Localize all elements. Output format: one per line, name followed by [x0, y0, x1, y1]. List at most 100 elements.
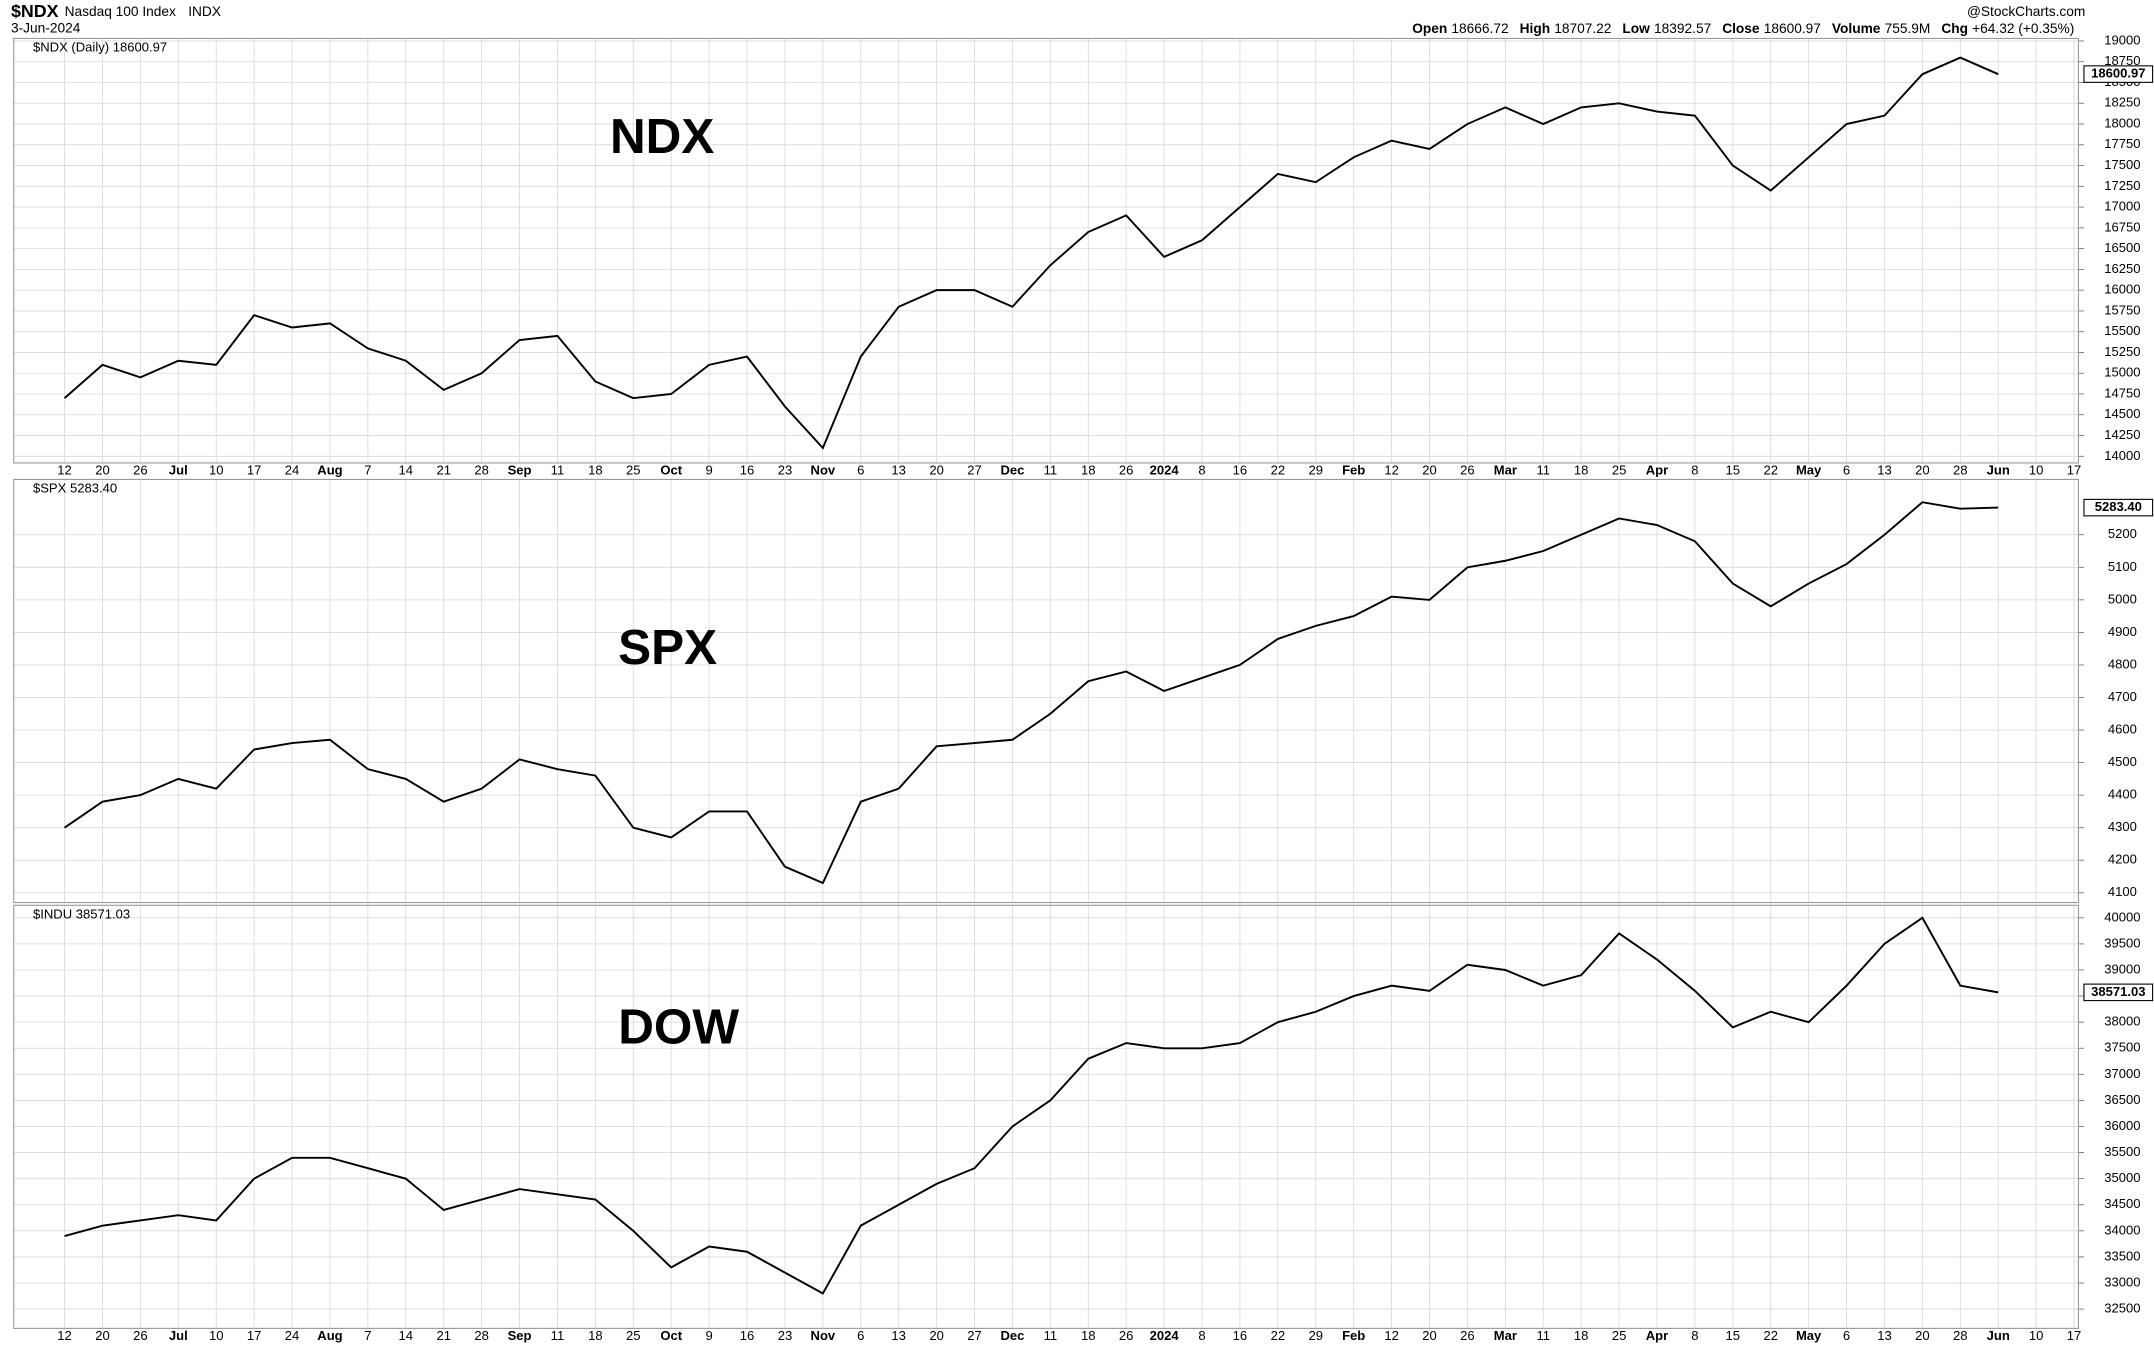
x-tick-label: Aug [317, 1328, 342, 1343]
quote-label: Volume [1832, 20, 1881, 35]
panel-title: $INDU 38571.03 [33, 906, 130, 921]
x-tick-label: 11 [1044, 1328, 1058, 1343]
index-name: Nasdaq 100 Index [65, 4, 176, 19]
quote-label: Close [1722, 20, 1760, 35]
x-tick-label: Sep [508, 1328, 532, 1343]
x-tick-label: 26 [133, 1328, 148, 1343]
x-tick-label: 27 [967, 463, 982, 478]
x-tick-label: 26 [1460, 463, 1475, 478]
y-tick-label: 34500 [2104, 1196, 2140, 1211]
x-tick-label: 12 [57, 1328, 72, 1343]
x-tick-label: Aug [317, 463, 342, 478]
y-tick-label: 37000 [2104, 1066, 2140, 1081]
x-tick-label: Mar [1494, 463, 1517, 478]
x-tick-label: May [1796, 463, 1822, 478]
y-tick-label: 4200 [2108, 852, 2137, 867]
x-tick-label: 14 [399, 1328, 414, 1343]
quote-value: 18707.22 [1554, 20, 1611, 35]
x-tick-label: 14 [399, 463, 414, 478]
y-tick-label: 15500 [2104, 323, 2140, 338]
y-tick-label: 40000 [2104, 909, 2140, 924]
x-tick-label: 2024 [1150, 463, 1180, 478]
x-tick-label: 20 [929, 463, 944, 478]
x-tick-label: 11 [551, 1328, 565, 1343]
y-tick-label: 17000 [2104, 199, 2140, 214]
y-tick-label: 14250 [2104, 427, 2140, 442]
y-tick-label: 4800 [2108, 656, 2137, 671]
x-tick-label: 15 [1726, 463, 1741, 478]
x-tick-label: 22 [1763, 1328, 1778, 1343]
exchange: INDX [188, 4, 221, 19]
x-tick-label: 6 [1843, 463, 1850, 478]
x-tick-label: 28 [1953, 463, 1968, 478]
quote-label: Chg [1941, 20, 1968, 35]
last-price-tag [2083, 983, 2154, 1002]
x-tick-label: 20 [929, 1328, 944, 1343]
y-tick-label: 4100 [2108, 884, 2137, 899]
x-tick-label: 23 [778, 1328, 793, 1343]
x-tick-label: 22 [1271, 1328, 1286, 1343]
y-tick-label: 33500 [2104, 1248, 2140, 1263]
y-tick-label: 35500 [2104, 1144, 2140, 1159]
x-tick-label: 25 [1612, 1328, 1627, 1343]
y-tick-label: 17250 [2104, 178, 2140, 193]
x-tick-label: 17 [2067, 463, 2082, 478]
y-tick-label: 36000 [2104, 1118, 2140, 1133]
x-tick-label: Nov [811, 463, 836, 478]
x-tick-label: 17 [247, 463, 262, 478]
y-tick-label: 5200 [2108, 526, 2137, 541]
x-tick-label: Apr [1646, 1328, 1668, 1343]
x-tick-label: 13 [1877, 463, 1892, 478]
x-tick-label: 8 [1691, 1328, 1698, 1343]
y-tick-label: 4300 [2108, 819, 2137, 834]
panel-title: $SPX 5283.40 [33, 481, 117, 496]
x-tick-label: 20 [1422, 463, 1437, 478]
x-tick-label: 20 [1422, 1328, 1437, 1343]
x-tick-label: 20 [95, 1328, 110, 1343]
panel-title: $NDX (Daily) 18600.97 [33, 40, 167, 55]
y-tick-label: 16750 [2104, 219, 2140, 234]
x-tick-label: 16 [740, 463, 755, 478]
x-tick-label: 8 [1198, 1328, 1205, 1343]
x-tick-label: 20 [1915, 1328, 1930, 1343]
y-tick-label: 4600 [2108, 721, 2137, 736]
x-tick-label: 21 [436, 1328, 451, 1343]
x-tick-label: 10 [2029, 1328, 2044, 1343]
y-tick-label: 14500 [2104, 406, 2140, 421]
x-tick-label: 7 [364, 1328, 371, 1343]
x-tick-label: 6 [857, 1328, 864, 1343]
x-tick-label: Oct [660, 463, 682, 478]
y-tick-label: 14750 [2104, 385, 2140, 400]
x-tick-label: 28 [474, 463, 489, 478]
y-tick-label: 19000 [2104, 32, 2140, 47]
x-tick-label: Mar [1494, 1328, 1517, 1343]
quote-value: 18666.72 [1451, 20, 1508, 35]
x-tick-label: 26 [1119, 1328, 1134, 1343]
quote-label: Low [1622, 20, 1650, 35]
x-tick-label: 15 [1726, 1328, 1741, 1343]
panel-frame [13, 478, 2079, 904]
price-line [64, 501, 1999, 885]
y-tick-label: 34000 [2104, 1222, 2140, 1237]
x-tick-label: 24 [285, 463, 300, 478]
y-tick-label: 39500 [2104, 935, 2140, 950]
x-tick-label: 12 [1384, 463, 1399, 478]
x-tick-label: Sep [508, 463, 532, 478]
quote-value: 755.9M [1885, 20, 1931, 35]
y-tick-label: 4500 [2108, 754, 2137, 769]
y-tick-label: 16250 [2104, 261, 2140, 276]
x-tick-label: 16 [1233, 1328, 1248, 1343]
x-tick-label: 12 [57, 463, 72, 478]
x-tick-label: 8 [1198, 463, 1205, 478]
x-tick-label: May [1796, 1328, 1822, 1343]
x-tick-label: Jul [169, 463, 188, 478]
price-line [64, 916, 1999, 1295]
x-tick-label: Jul [169, 1328, 188, 1343]
x-tick-label: Nov [811, 1328, 836, 1343]
x-tick-label: 18 [1081, 463, 1096, 478]
y-tick-label: 35000 [2104, 1170, 2140, 1185]
x-tick-label: 20 [95, 463, 110, 478]
